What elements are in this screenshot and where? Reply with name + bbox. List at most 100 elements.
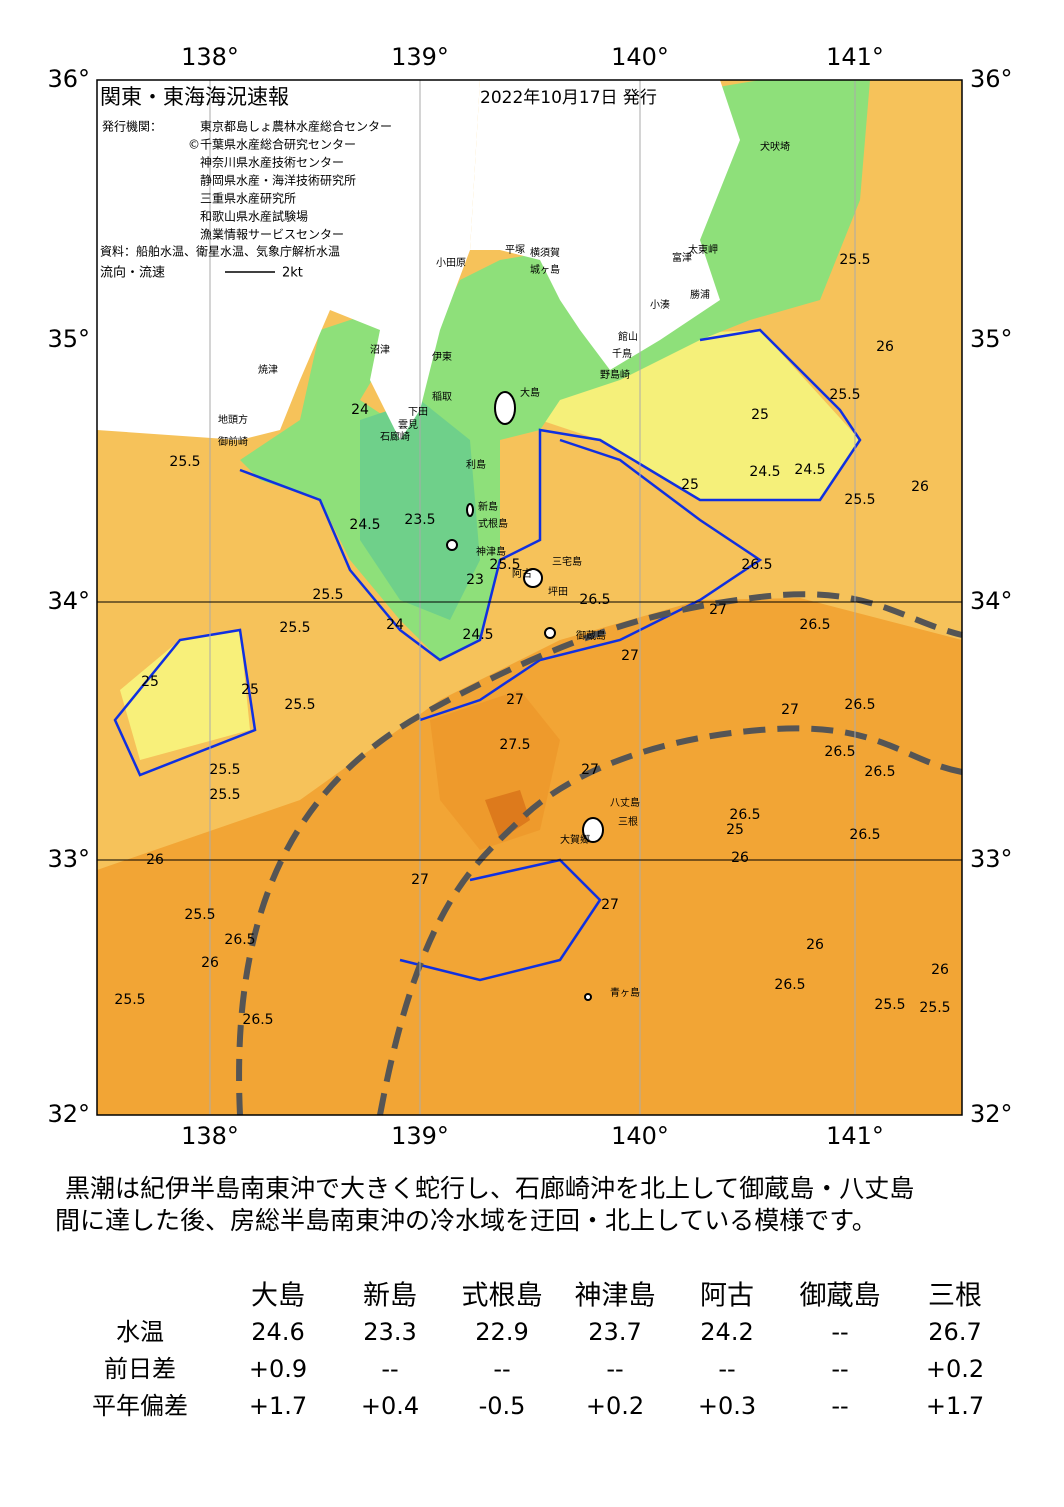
table-header: 神津島 <box>575 1281 656 1312</box>
contour-label: 26 <box>876 339 894 355</box>
contour-label: 24.5 <box>349 517 380 533</box>
table-cell: -0.5 <box>479 1392 526 1420</box>
table-cell: +1.7 <box>926 1392 984 1420</box>
place-name: 千鳥 <box>612 347 632 360</box>
table-cell: 22.9 <box>475 1318 528 1346</box>
kuroshio-axis <box>236 591 963 1116</box>
table-cell: +0.2 <box>586 1392 644 1420</box>
place-name: 下田 <box>408 407 428 418</box>
lat-label: 35° <box>47 325 90 353</box>
contour-label: 23.5 <box>404 512 435 528</box>
contour-label: 24 <box>386 617 404 633</box>
table-header: 式根島 <box>462 1281 543 1312</box>
contour-label: 25.5 <box>919 1000 950 1016</box>
description: 間に達した後、房総半島南東沖の冷水域を迂回・北上している模様です。 <box>55 1206 877 1235</box>
contour-label: 26.5 <box>844 697 875 713</box>
table-cell: +0.9 <box>249 1355 307 1383</box>
lon-label: 138° <box>181 1122 239 1150</box>
lat-label: 34° <box>47 587 90 615</box>
place-name: 八丈島 <box>610 796 640 809</box>
contour-label: 24.5 <box>749 464 780 480</box>
issuer: 三重県水産研究所 <box>200 191 296 206</box>
place-name: 伊東 <box>432 350 452 363</box>
place-name: 青ヶ島 <box>610 986 640 999</box>
place-name: 太東岬 <box>688 243 718 256</box>
place-name: 沼津 <box>370 343 390 356</box>
contour-label: 25.5 <box>489 557 520 573</box>
yellow-zone <box>120 630 250 760</box>
place-name: 坪田 <box>548 585 568 598</box>
contour-label: 23 <box>466 572 484 588</box>
contour-label: 26 <box>731 850 749 866</box>
place-name: 富津 <box>672 251 692 264</box>
issuer: 和歌山県水産試験場 <box>200 209 308 224</box>
issuer: 静岡県水産・海洋技術研究所 <box>200 173 356 188</box>
place-name: 平塚 <box>505 244 525 256</box>
contour-label: 26 <box>806 937 824 953</box>
contour-label: 25.5 <box>184 907 215 923</box>
contour-label: 25 <box>141 674 159 690</box>
table-cell: 26.7 <box>928 1318 981 1346</box>
place-name: 大島 <box>520 386 540 399</box>
islands <box>446 391 604 1001</box>
place-name: 新島 <box>478 500 498 513</box>
contour-label: 25.5 <box>312 587 343 603</box>
table-cell: 24.2 <box>700 1318 753 1346</box>
contour-label: 25.5 <box>874 997 905 1013</box>
issuer-label: 発行機関： <box>102 119 162 134</box>
issuer: 神奈川県水産技術センター <box>200 155 344 170</box>
place-name: 石廊崎 <box>380 430 410 443</box>
contour-label: 25.5 <box>829 387 860 403</box>
contour-label: 25.5 <box>169 454 200 470</box>
issuer: 漁業情報サービスセンター <box>200 228 344 242</box>
place-name: 神津島 <box>476 545 506 558</box>
table-cell: 24.6 <box>251 1318 304 1346</box>
contour-label: 26 <box>201 955 219 971</box>
warm-zone <box>97 598 962 1115</box>
lon-label: 139° <box>391 1122 449 1150</box>
contour-label: 27 <box>506 692 524 708</box>
contour-label: 26.5 <box>224 932 255 948</box>
table-cell: +0.2 <box>926 1355 984 1383</box>
contour-label: 26.5 <box>729 807 760 823</box>
issuer: 東京都島しょ農林水産総合センター <box>200 119 392 134</box>
table-cell: -- <box>718 1355 735 1383</box>
contour-label: 26.5 <box>849 827 880 843</box>
table-cell: +0.3 <box>698 1392 756 1420</box>
lat-label: 36° <box>47 65 90 93</box>
lat-label: 35° <box>970 325 1013 353</box>
lat-label: 36° <box>970 65 1013 93</box>
contour-label: 26.5 <box>799 617 830 633</box>
lon-label: 140° <box>611 43 669 71</box>
lat-label: 33° <box>47 845 90 873</box>
table-cell: +1.7 <box>249 1392 307 1420</box>
place-name: 城ヶ島 <box>530 263 560 276</box>
contour-label: 27 <box>709 602 727 618</box>
lat-label: 32° <box>970 1100 1013 1128</box>
place-name: 犬吠埼 <box>760 140 790 153</box>
place-name: 地頭方 <box>218 413 248 426</box>
land <box>97 80 480 440</box>
row-label: 平年偏差 <box>92 1392 188 1420</box>
frame <box>96 79 963 1116</box>
contour-label: 24 <box>351 402 369 418</box>
place-name: 御前崎 <box>218 435 248 448</box>
place-name: 焼津 <box>258 364 278 376</box>
row-label: 前日差 <box>104 1355 176 1383</box>
lon-label: 141° <box>826 43 884 71</box>
contour-label: 25.5 <box>839 252 870 268</box>
contour-label: 26.5 <box>774 977 805 993</box>
place-name: 勝浦 <box>690 288 710 301</box>
place-name: 利島 <box>466 458 486 471</box>
issue-date: 2022年10月17日 発行 <box>480 88 657 108</box>
table-cell: -- <box>606 1355 623 1383</box>
lat-label: 32° <box>47 1100 90 1128</box>
place-name: 三宅島 <box>552 555 582 568</box>
flow-label: 流向・流速 <box>100 265 165 281</box>
place-name: 稲取 <box>432 391 452 403</box>
contour-label: 25.5 <box>284 697 315 713</box>
place-name: 野島崎 <box>600 368 630 381</box>
map: 関東・東海海況速報 2022年10月17日 発行 発行機関： 資料：船舶水温、衛… <box>96 79 963 1116</box>
